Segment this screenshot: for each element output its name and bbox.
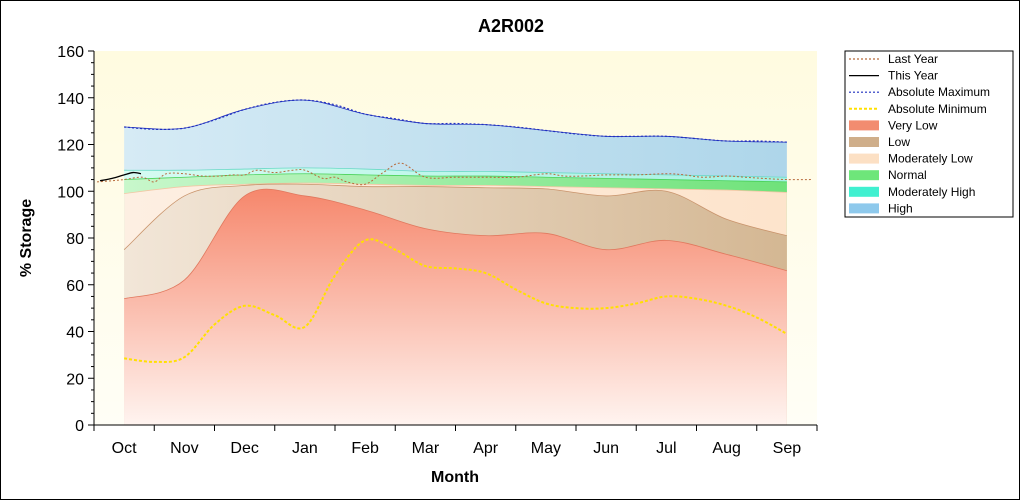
y-tick-label: 40	[66, 325, 84, 342]
x-tick-label: Jun	[593, 440, 619, 457]
legend-swatch	[849, 153, 879, 164]
x-tick-label: Jul	[656, 440, 676, 457]
legend-label: Moderately Low	[888, 152, 973, 166]
x-tick-label: May	[531, 440, 561, 457]
band-normal-edge	[124, 173, 787, 183]
legend-item: Moderately Low	[849, 152, 973, 166]
x-tick-label: Mar	[412, 440, 440, 457]
y-tick-label: 160	[57, 44, 84, 61]
x-tick-label: Aug	[712, 440, 740, 457]
x-axis-label: Month	[431, 469, 479, 486]
x-tick-label: Dec	[230, 440, 258, 457]
y-tick-label: 120	[57, 138, 84, 155]
band-moderately-high-edge	[124, 167, 787, 178]
absolute-maximum-line	[124, 99, 787, 143]
legend-item: High	[849, 201, 913, 215]
storage-bands	[123, 99, 787, 425]
x-tick-label: Sep	[773, 440, 802, 457]
legend-label: High	[888, 201, 913, 215]
y-axis-label: % Storage	[18, 199, 35, 277]
absolute-minimum-line	[124, 238, 788, 363]
legend-item: Normal	[849, 168, 927, 182]
legend: Last Year This Year Absolute Maximum Absolu…	[844, 50, 1014, 218]
y-tick-label: 80	[66, 231, 84, 248]
legend-label: Absolute Maximum	[888, 85, 990, 99]
legend-swatch	[849, 170, 879, 181]
legend-swatch	[849, 120, 879, 131]
legend-swatch	[849, 186, 879, 197]
legend-item: Moderately High	[849, 185, 975, 199]
legend-item: Very Low	[849, 118, 938, 132]
legend-label: This Year	[888, 69, 938, 83]
legend-item: Absolute Maximum	[849, 85, 990, 99]
x-tick-label: Oct	[112, 440, 137, 457]
this-year-line	[99, 171, 142, 182]
last-year-line	[96, 162, 811, 186]
band-low-edge	[123, 183, 787, 250]
chart-title: A2R002	[478, 16, 544, 36]
legend-item: Absolute Minimum	[849, 102, 987, 116]
legend-item: This Year	[849, 69, 938, 83]
series-lines	[96, 99, 811, 363]
band-high-edge	[124, 99, 787, 143]
x-tick-label: Feb	[351, 440, 379, 457]
legend-label: Normal	[888, 168, 927, 182]
legend-swatch	[849, 137, 879, 147]
x-ticks: Oct Nov Dec Jan Feb Mar Apr May Jun Jul Aug Sep	[93, 425, 818, 457]
band-moderately-low-edge	[124, 182, 787, 194]
y-tick-label: 60	[66, 278, 84, 295]
legend-item: Low	[849, 135, 910, 149]
legend-label: Very Low	[888, 118, 938, 132]
x-tick-label: Apr	[473, 440, 499, 457]
band-very-low	[124, 189, 787, 425]
legend-swatch	[849, 203, 879, 214]
legend-item: Last Year	[849, 52, 938, 66]
legend-label: Low	[888, 135, 910, 149]
y-tick-label: 140	[57, 91, 84, 108]
legend-label: Absolute Minimum	[888, 102, 987, 116]
legend-label: Last Year	[888, 52, 938, 66]
x-tick-label: Jan	[292, 440, 318, 457]
y-ticks: 0 20 40 60 80 100 120 140 160	[57, 44, 94, 435]
x-tick-label: Nov	[170, 440, 198, 457]
band-very-low-edge	[124, 188, 787, 300]
y-tick-label: 20	[66, 371, 84, 388]
legend-label: Moderately High	[888, 185, 975, 199]
y-tick-label: 100	[57, 184, 84, 201]
y-tick-label: 0	[75, 418, 84, 435]
